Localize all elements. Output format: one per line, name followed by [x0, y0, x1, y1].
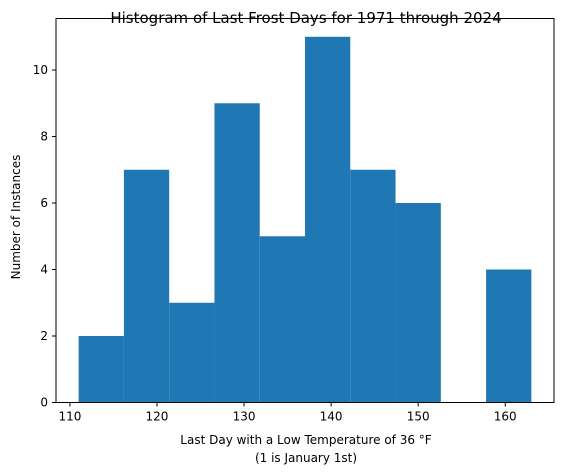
x-tick-label-110: 110 — [58, 410, 81, 424]
histogram-bar-5 — [305, 36, 351, 403]
histogram-bar-3 — [214, 103, 260, 403]
histogram-bar-7 — [395, 203, 441, 403]
y-axis-label: Number of Instances — [9, 155, 23, 280]
x-tick-label-130: 130 — [233, 410, 256, 424]
plot-frame — [55, 18, 555, 403]
x-tick-label-160: 160 — [494, 410, 517, 424]
x-tick-label-120: 120 — [146, 410, 169, 424]
bars-layer — [78, 36, 532, 403]
histogram-bar-1 — [123, 169, 170, 403]
histogram-bar-4 — [259, 236, 305, 403]
x-tick-label-140: 140 — [320, 410, 343, 424]
histogram-bar-2 — [169, 302, 215, 403]
y-tick-label-2: 2 — [40, 329, 48, 343]
y-tick-label-8: 8 — [40, 130, 48, 144]
y-axis-ticks: 0 2 4 6 8 10 — [33, 63, 56, 410]
x-tick-label-150: 150 — [407, 410, 430, 424]
x-axis-label-line1: Last Day with a Low Temperature of 36 °F — [180, 433, 432, 447]
y-tick-label-10: 10 — [33, 63, 48, 77]
x-axis-ticks: 110 120 130 140 150 160 — [58, 402, 517, 424]
y-tick-label-4: 4 — [40, 263, 48, 277]
histogram-bar-0 — [78, 336, 124, 403]
histogram-bar-6 — [350, 169, 396, 403]
x-axis-label-line2: (1 is January 1st) — [255, 451, 357, 465]
y-tick-label-0: 0 — [40, 396, 48, 410]
histogram-bar-9 — [486, 269, 532, 403]
y-tick-label-6: 6 — [40, 196, 48, 210]
